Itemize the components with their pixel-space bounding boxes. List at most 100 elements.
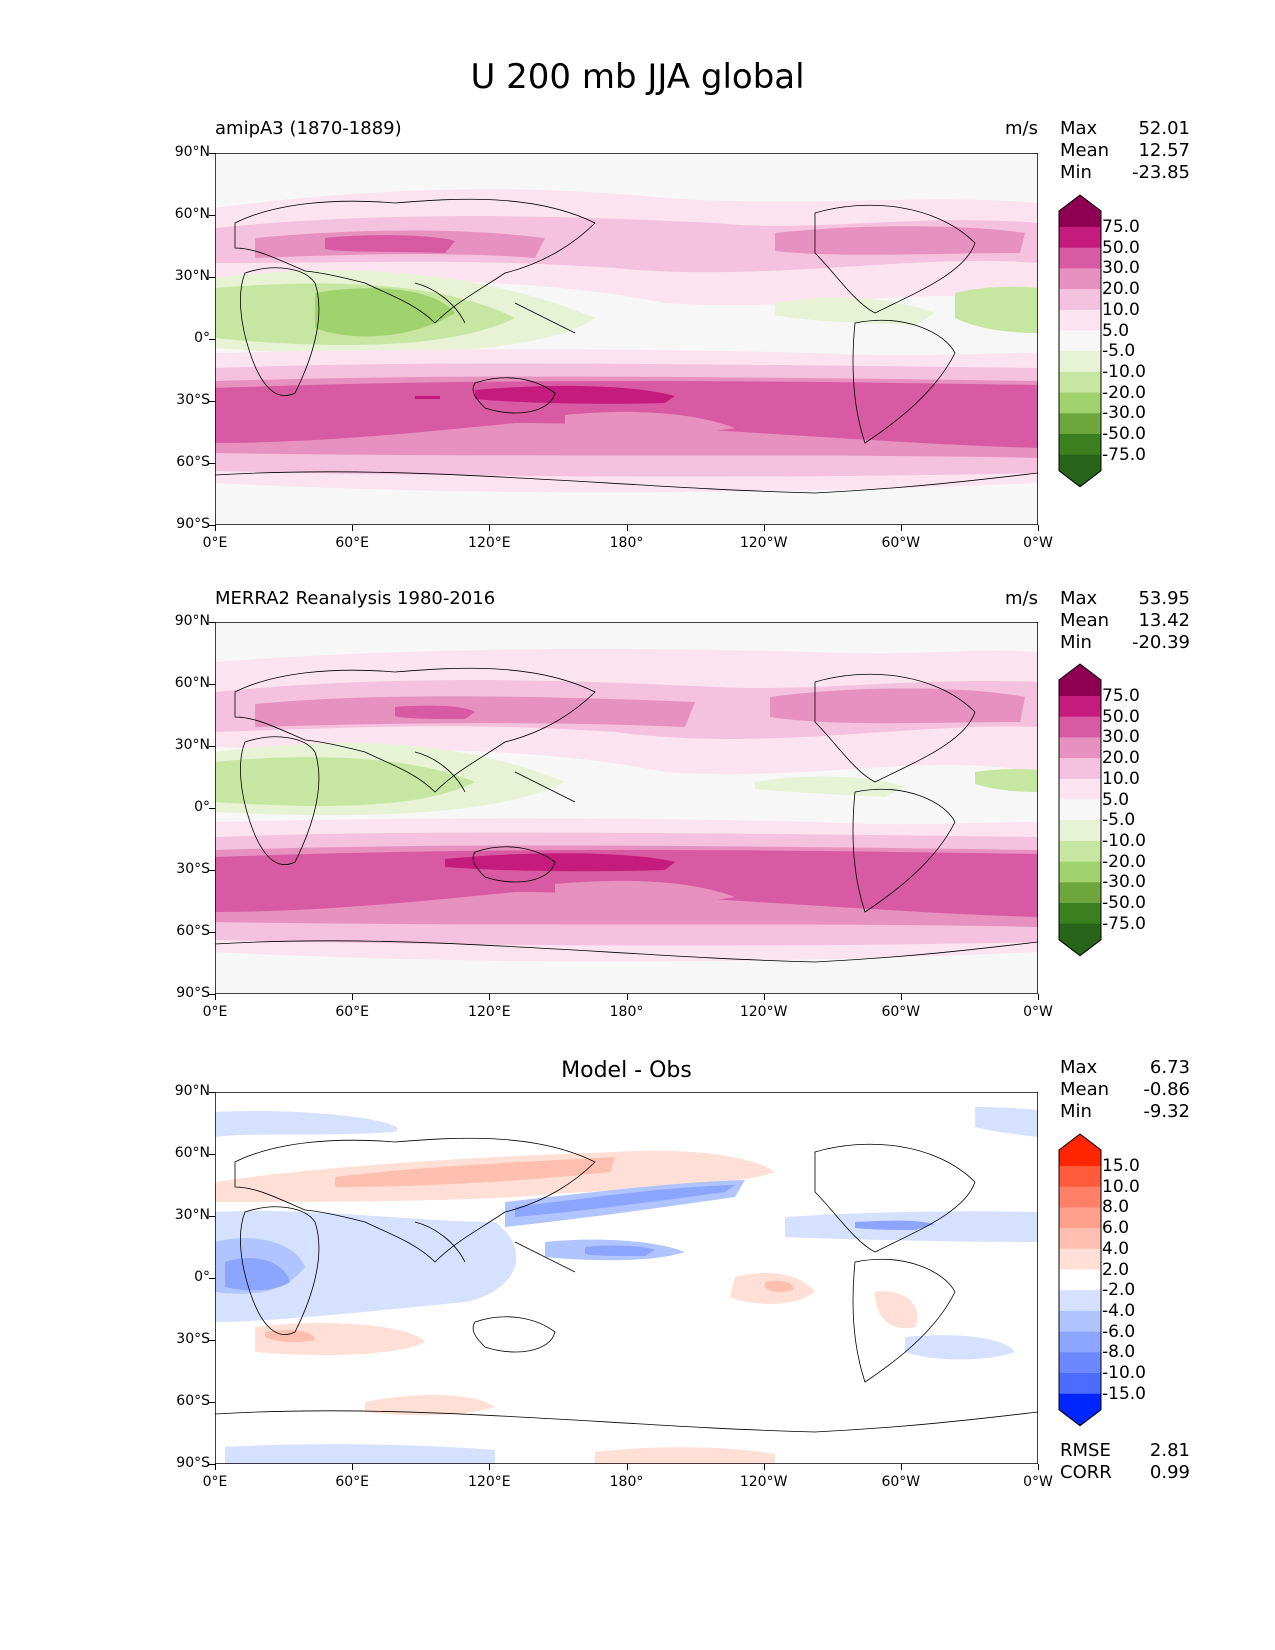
x-tick-label: 120°E <box>468 1004 511 1020</box>
y-tick-label: 60°S <box>176 1393 210 1409</box>
stat-max: 6.73 <box>1149 1057 1190 1078</box>
colorbar-panel2 <box>1058 663 1102 957</box>
y-tick-mark <box>209 808 215 809</box>
y-tick-label: 90°N <box>174 613 210 629</box>
y-tick-mark <box>209 463 215 464</box>
stat-mean: 13.42 <box>1138 610 1190 631</box>
x-tick-mark <box>352 1464 354 1470</box>
x-tick-label: 60°E <box>335 1474 369 1490</box>
x-tick-label: 0°W <box>1023 1004 1053 1020</box>
colorbar-panel1-bottom-extend <box>1059 454 1101 487</box>
x-tick-mark <box>489 1464 491 1470</box>
x-tick-mark <box>215 994 216 1000</box>
colorbar-panel1-label: 20.0 <box>1102 279 1140 300</box>
y-tick-mark <box>209 1216 215 1217</box>
x-tick-label: 60°W <box>881 1474 921 1490</box>
corr-value: 0.99 <box>1149 1462 1190 1483</box>
colorbar-panel3-segment <box>1059 1228 1101 1250</box>
x-tick-label: 120°W <box>739 1474 788 1490</box>
stat-label: Mean <box>1060 140 1110 161</box>
colorbar-panel3-label: -4.0 <box>1102 1300 1136 1321</box>
y-tick-mark <box>209 401 215 402</box>
colorbar-panel3-segment <box>1059 1207 1101 1229</box>
y-tick-mark <box>209 1340 215 1341</box>
x-tick-label: 120°E <box>468 535 511 551</box>
y-tick-label: 0° <box>194 330 210 346</box>
rmse-value: 2.81 <box>1149 1440 1190 1461</box>
colorbar-panel3-label: 4.0 <box>1102 1238 1130 1259</box>
colorbar-panel3-outline <box>1058 1133 1102 1427</box>
y-tick-mark <box>209 870 215 871</box>
colorbar-panel1-top-extend <box>1059 195 1101 227</box>
colorbar-panel1-label: -20.0 <box>1102 382 1146 403</box>
x-tick-mark <box>1038 1464 1039 1470</box>
panel2-title: MERRA2 Reanalysis 1980-2016 <box>215 588 496 609</box>
y-tick-label: 90°S <box>176 1455 210 1471</box>
panel1-title: amipA3 (1870-1889) <box>215 118 402 139</box>
colorbar-panel2-label: -10.0 <box>1102 830 1146 851</box>
colorbar-panel3-top-extend <box>1059 1134 1101 1166</box>
colorbar-panel1-label: 10.0 <box>1102 299 1140 320</box>
stat-label: Min <box>1060 632 1092 653</box>
y-tick-mark <box>209 1464 215 1465</box>
colorbar-panel2-label: 75.0 <box>1102 686 1140 706</box>
colorbar-panel1-segment <box>1059 371 1101 394</box>
colorbar-panel1-label: -30.0 <box>1102 403 1146 424</box>
colorbar-panel2-label: -5.0 <box>1102 810 1136 831</box>
colorbar-panel2-segment <box>1059 696 1101 718</box>
y-tick-label: 0° <box>194 799 210 815</box>
x-tick-mark <box>763 525 765 531</box>
x-tick-label: 0°W <box>1023 1474 1053 1490</box>
y-tick-label: 60°N <box>174 675 210 691</box>
y-tick-label: 60°N <box>174 206 210 222</box>
colorbar-panel3-label: 10.0 <box>1102 1176 1140 1197</box>
colorbar-panel1-label: 75.0 <box>1102 217 1140 237</box>
y-tick-label: 30°S <box>176 861 210 877</box>
colorbar-panel3-label: -8.0 <box>1102 1342 1136 1363</box>
y-tick-mark <box>209 1278 215 1279</box>
x-tick-mark <box>489 525 491 531</box>
colorbar-panel1-label: 30.0 <box>1102 258 1140 279</box>
colorbar-panel1 <box>1058 194 1102 488</box>
x-tick-mark <box>215 1464 216 1470</box>
panel1-map <box>215 153 1038 525</box>
x-tick-mark <box>626 1464 628 1470</box>
colorbar-panel1-label: 50.0 <box>1102 237 1140 258</box>
colorbar-panel3-segment <box>1059 1331 1101 1353</box>
x-tick-mark <box>763 994 765 1000</box>
stat-max: 53.95 <box>1138 588 1190 609</box>
colorbar-panel1-segment <box>1059 227 1101 249</box>
y-tick-mark <box>209 622 215 623</box>
x-tick-label: 0°W <box>1023 535 1053 551</box>
colorbar-panel2-label: 30.0 <box>1102 727 1140 748</box>
stat-label: Mean <box>1060 610 1110 631</box>
y-tick-label: 30°N <box>174 737 210 753</box>
colorbar-panel3-segment <box>1059 1186 1101 1208</box>
colorbar-panel2-outline <box>1058 663 1102 957</box>
colorbar-panel1-label: -50.0 <box>1102 424 1146 444</box>
colorbar-panel2-segment <box>1059 716 1101 738</box>
stat-label: Max <box>1060 588 1098 609</box>
colorbar-panel3-bottom-extend <box>1059 1393 1101 1426</box>
colorbar-panel2-segment <box>1059 882 1101 904</box>
colorbar-panel2-label: 5.0 <box>1102 789 1130 810</box>
colorbar-panel1-segment <box>1059 392 1101 414</box>
colorbar-panel2-bottom-extend <box>1059 923 1101 956</box>
panel1-stats: Max 52.01 Mean 12.57 Min -23.85 <box>1060 118 1190 184</box>
colorbar-panel1-segment <box>1059 413 1101 435</box>
x-tick-label: 60°E <box>335 535 369 551</box>
y-tick-label: 0° <box>194 1269 210 1285</box>
colorbar-panel2-segment <box>1059 840 1101 863</box>
stat-label: Min <box>1060 1101 1092 1122</box>
y-tick-mark <box>209 153 215 154</box>
rmse-label: RMSE <box>1060 1440 1111 1461</box>
x-tick-mark <box>763 1464 765 1470</box>
stat-mean: -0.86 <box>1143 1079 1190 1100</box>
y-tick-mark <box>209 994 215 995</box>
colorbar-panel1-label: 5.0 <box>1102 320 1130 341</box>
colorbar-panel3 <box>1058 1133 1102 1427</box>
x-tick-mark <box>352 525 354 531</box>
stat-label: Mean <box>1060 1079 1110 1100</box>
stat-min: -9.32 <box>1143 1101 1190 1122</box>
panel2-stats: Max 53.95 Mean 13.42 Min -20.39 <box>1060 588 1190 654</box>
